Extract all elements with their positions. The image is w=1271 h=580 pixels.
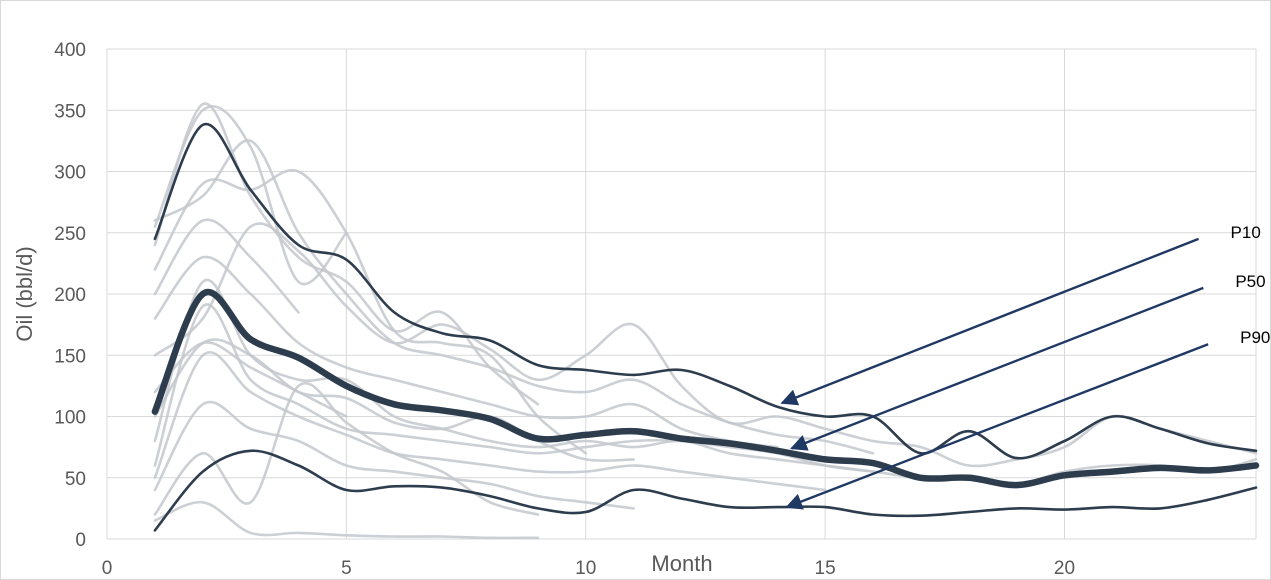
y-axis-title: Oil (bbl/d) bbox=[12, 246, 37, 341]
well-line bbox=[153, 382, 540, 516]
y-tick-label: 150 bbox=[54, 346, 86, 367]
p50-line bbox=[151, 288, 1260, 489]
x-tick-label: 20 bbox=[1054, 558, 1075, 579]
p50-arrow bbox=[790, 286, 1204, 451]
y-tick-label: 250 bbox=[54, 224, 86, 245]
x-tick-label: 10 bbox=[575, 558, 596, 579]
y-tick-label: 100 bbox=[54, 408, 86, 429]
y-tick-label: 50 bbox=[65, 469, 86, 490]
y-tick-label: 200 bbox=[54, 285, 86, 306]
well-line bbox=[153, 500, 540, 540]
well-line bbox=[153, 338, 635, 463]
p10-line bbox=[153, 122, 1258, 460]
well-line bbox=[153, 218, 300, 314]
well-line bbox=[153, 222, 1258, 468]
well-line bbox=[153, 303, 875, 473]
x-tick-label: 0 bbox=[102, 558, 113, 579]
percentile-lines bbox=[151, 122, 1260, 532]
well-line bbox=[153, 400, 635, 510]
x-tick-label: 5 bbox=[341, 558, 352, 579]
well-line bbox=[153, 139, 875, 455]
x-axis-title: Month bbox=[651, 551, 712, 576]
annotations: P10 P50 P90 bbox=[780, 223, 1270, 510]
well-line bbox=[153, 351, 827, 492]
y-tick-label: 300 bbox=[54, 163, 86, 184]
p90-line bbox=[153, 449, 1258, 532]
well-line bbox=[153, 255, 779, 449]
p90-label: P90 bbox=[1240, 328, 1270, 347]
grid bbox=[106, 48, 1257, 540]
y-tick-label: 0 bbox=[75, 530, 86, 551]
x-tick-label: 15 bbox=[815, 558, 836, 579]
p50-label: P50 bbox=[1235, 272, 1265, 291]
y-tick-label: 400 bbox=[54, 40, 86, 61]
p10-arrow bbox=[780, 237, 1199, 406]
p90-arrow bbox=[785, 343, 1209, 510]
tick-labels: 0 50 100 150 200 250 300 350 400 0 5 10 15 20 bbox=[54, 40, 1075, 579]
well-line bbox=[153, 341, 348, 418]
y-tick-label: 350 bbox=[54, 101, 86, 122]
p10-label: P10 bbox=[1231, 223, 1261, 242]
